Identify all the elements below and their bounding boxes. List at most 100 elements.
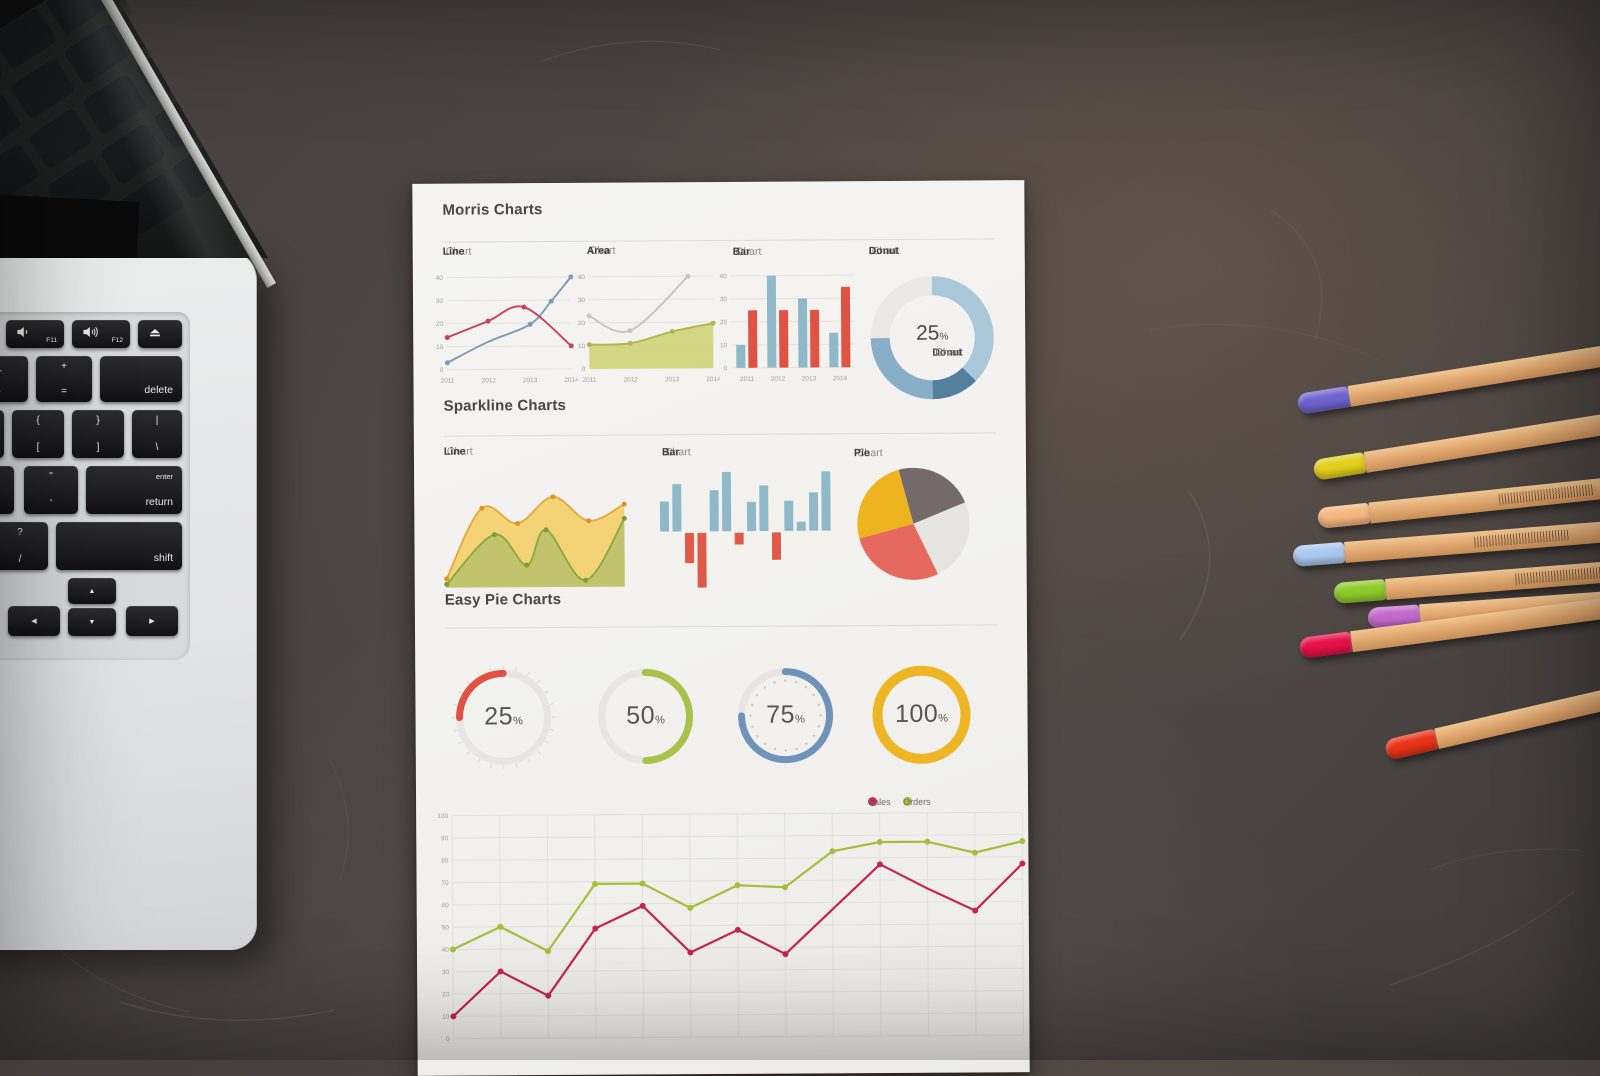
- morris-section-title: Morris Charts: [442, 201, 542, 219]
- key-stub-a: [0, 410, 4, 458]
- key-label: _: [0, 361, 28, 372]
- key-label: delete: [144, 384, 173, 396]
- eject-icon: [148, 325, 162, 343]
- key-delete: delete: [100, 356, 182, 402]
- key-plus: +=: [36, 356, 92, 402]
- key-label: ]: [72, 442, 124, 453]
- key-label: ?: [0, 527, 48, 538]
- key-label: }: [72, 415, 124, 426]
- pencil-tip: [1333, 579, 1386, 604]
- key-f11: F11: [6, 320, 64, 348]
- svg-text:80: 80: [441, 858, 449, 865]
- key-label: |: [132, 415, 182, 426]
- svg-text:0: 0: [724, 365, 728, 372]
- svg-text:2013: 2013: [665, 376, 680, 383]
- svg-text:30: 30: [720, 296, 728, 303]
- svg-text:40: 40: [442, 947, 450, 954]
- sparkline-line-chart: [442, 469, 629, 592]
- arrow-glyph: ◀: [8, 606, 60, 636]
- svg-text:2014: 2014: [833, 375, 848, 382]
- svg-text:40: 40: [578, 274, 586, 281]
- key-arrow-down: ▼: [68, 608, 116, 636]
- key-arrow-left: ◀: [8, 606, 60, 636]
- volume-high-icon: [82, 325, 102, 343]
- pencil-tip: [1292, 542, 1345, 567]
- screen-hinge: [0, 194, 140, 258]
- svg-text:30: 30: [578, 297, 586, 304]
- divider: [443, 238, 995, 242]
- svg-text:2013: 2013: [523, 377, 538, 384]
- key-label: +: [36, 361, 92, 372]
- key-bracket-close: }]: [72, 410, 124, 458]
- svg-text:20: 20: [436, 321, 444, 328]
- svg-text:50: 50: [442, 924, 450, 931]
- key-arrow-right: ▶: [126, 606, 178, 636]
- key-return: enter return: [86, 466, 182, 514]
- svg-text:2011: 2011: [440, 378, 454, 385]
- svg-text:60: 60: [441, 902, 449, 909]
- svg-text:40: 40: [720, 273, 728, 280]
- key-label: shift: [154, 552, 173, 564]
- svg-text:70: 70: [441, 880, 449, 887]
- sparkline-bar-chart: [658, 467, 833, 590]
- easy-pie-section-title: Easy Pie Charts: [445, 591, 562, 609]
- key-label: return: [146, 496, 173, 508]
- pencil-barcode: [1474, 529, 1571, 547]
- key-eject: [138, 320, 182, 348]
- key-question: ?/: [0, 522, 48, 570]
- svg-text:2012: 2012: [624, 376, 639, 383]
- svg-text:40: 40: [436, 275, 444, 282]
- volume-low-icon: [16, 325, 33, 343]
- svg-text:10: 10: [578, 343, 586, 350]
- key-label: -: [0, 386, 28, 397]
- svg-text:30: 30: [442, 969, 450, 976]
- svg-text:90: 90: [441, 835, 449, 842]
- svg-text:10: 10: [436, 344, 444, 351]
- gauge-50: 50%: [593, 664, 698, 769]
- key-label: /: [0, 554, 48, 565]
- arrow-glyph: ▼: [68, 608, 116, 636]
- key-label: =: [36, 386, 92, 397]
- key-quote: "': [24, 466, 78, 514]
- key-label: F12: [112, 337, 123, 344]
- svg-text:2012: 2012: [482, 377, 497, 384]
- sparkline-section-title: Sparkline Charts: [444, 397, 567, 415]
- key-label: [: [12, 442, 64, 453]
- pie-chart: [854, 464, 973, 583]
- arrow-glyph: ▶: [126, 606, 178, 636]
- gauge-100: 100%: [869, 662, 974, 767]
- svg-text:30: 30: [436, 298, 444, 305]
- svg-text:2011: 2011: [740, 376, 754, 383]
- svg-text:2012: 2012: [771, 376, 786, 383]
- svg-text:0: 0: [582, 366, 586, 373]
- svg-text:20: 20: [720, 319, 728, 326]
- svg-text:2013: 2013: [802, 375, 817, 382]
- svg-text:10: 10: [720, 342, 728, 349]
- pencil-barcode: [1515, 566, 1600, 584]
- key-label: enter: [156, 472, 173, 481]
- gauge-25: 25%: [451, 665, 556, 770]
- key-label: F11: [46, 337, 57, 344]
- svg-text:0: 0: [440, 367, 444, 374]
- svg-text:20: 20: [578, 320, 586, 327]
- key-bracket-open: {[: [12, 410, 64, 458]
- arrow-glyph: ▲: [68, 578, 116, 604]
- gauge-75: 75%: [733, 663, 838, 768]
- svg-text:20: 20: [442, 991, 450, 998]
- key-label: \: [132, 442, 182, 453]
- svg-text:10: 10: [442, 1014, 450, 1021]
- svg-text:2011: 2011: [582, 377, 596, 384]
- divider: [444, 432, 996, 436]
- key-f12: F12: [72, 320, 130, 348]
- key-minus: _-: [0, 356, 28, 402]
